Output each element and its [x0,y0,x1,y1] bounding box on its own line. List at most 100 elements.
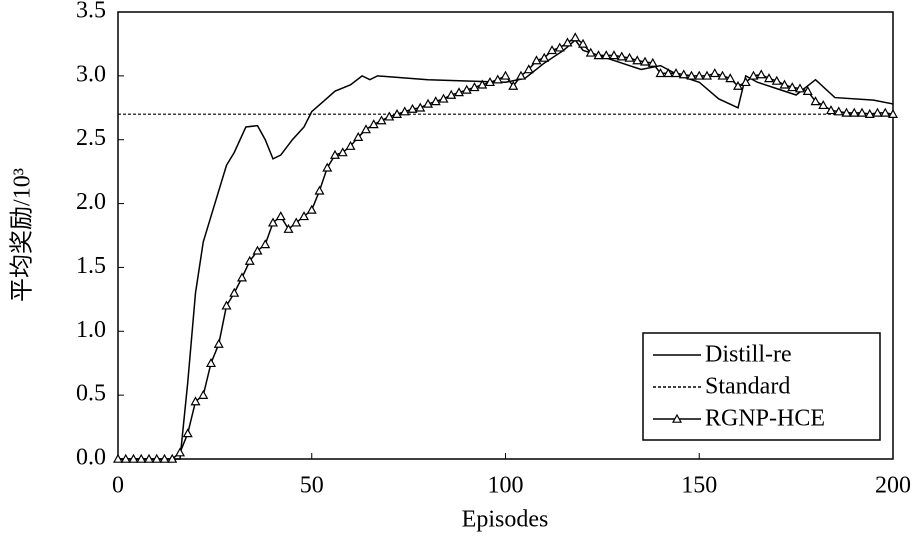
point-marker [174,447,186,457]
point-marker [570,32,581,42]
point-marker [763,73,775,83]
point-marker [794,83,806,93]
point-marker [701,70,713,80]
legend-label: Distill-re [705,342,792,368]
point-marker [198,389,209,399]
point-marker [399,106,410,116]
y-tick-label: 0.5 [76,381,106,407]
point-marker [159,453,170,463]
point-marker [360,124,372,134]
point-marker [787,82,798,92]
point-marker [686,70,697,80]
point-marker [810,96,821,106]
point-marker [260,239,271,249]
point-marker [647,57,658,67]
point-marker [128,453,139,463]
point-marker [639,56,651,66]
y-tick-label: 1.5 [76,253,106,279]
point-marker [469,82,480,92]
y-tick-label: 2.0 [76,189,106,215]
point-marker [515,70,527,80]
x-tick-label: 100 [488,473,524,499]
series-line [118,39,894,460]
point-marker [678,69,689,79]
point-marker [880,107,891,117]
x-tick-label: 0 [112,473,124,499]
point-marker [376,115,387,125]
x-tick-label: 50 [300,473,324,499]
point-marker [221,300,232,310]
point-marker [236,272,248,282]
point-marker [136,453,147,463]
point-marker [725,73,736,83]
point-marker [624,52,635,62]
point-marker [368,119,379,129]
point-marker [601,50,612,60]
point-marker [213,338,224,348]
point-marker [182,428,193,438]
point-marker [732,80,744,90]
point-marker [562,37,573,47]
point-marker [345,140,356,150]
point-marker [717,70,728,80]
point-marker [593,50,604,60]
point-marker [120,453,131,463]
point-marker [709,68,720,78]
point-marker [314,185,325,195]
point-marker [322,162,333,172]
point-marker [298,211,310,221]
point-marker [275,211,286,221]
y-tick-label: 0.0 [76,445,106,471]
point-marker [740,77,751,87]
point-marker [205,357,217,368]
point-marker [337,147,348,157]
point-marker [577,38,589,48]
point-marker [833,106,844,116]
point-marker [694,70,705,80]
point-marker [632,55,643,65]
point-marker [856,107,868,117]
x-tick-label: 150 [681,473,717,499]
point-marker [167,453,178,463]
y-tick-label: 2.5 [76,125,106,151]
point-marker [756,69,767,79]
y-axis-label: 平均奖励/10³ [9,168,36,302]
point-marker [306,204,317,214]
point-marker [779,79,790,89]
point-marker [112,453,124,463]
point-marker [864,108,875,118]
y-tick-label: 1.0 [76,317,106,343]
point-marker [771,75,782,85]
point-marker [430,96,441,106]
point-marker [825,105,837,115]
point-marker [585,47,596,57]
point-marker [887,108,899,118]
point-marker [523,64,534,74]
y-tick-label: 3.0 [76,61,106,87]
point-marker [143,453,155,463]
point-marker [492,74,503,84]
point-marker [531,55,542,65]
point-marker [818,99,829,110]
point-marker [663,68,674,78]
point-marker [616,51,627,61]
point-marker [453,87,465,97]
point-marker [267,217,279,227]
point-marker [283,223,294,233]
point-marker [841,107,852,117]
point-marker [244,255,255,265]
point-marker [477,79,488,89]
point-marker [252,245,263,255]
point-marker [608,50,620,60]
point-marker [190,396,201,406]
point-marker [415,102,426,112]
point-marker [151,453,162,463]
point-marker [539,52,550,62]
legend-box [642,332,881,441]
point-marker [546,45,558,55]
point-marker [484,77,496,87]
point-marker [384,111,395,121]
point-marker [655,68,666,78]
point-marker [438,93,449,103]
